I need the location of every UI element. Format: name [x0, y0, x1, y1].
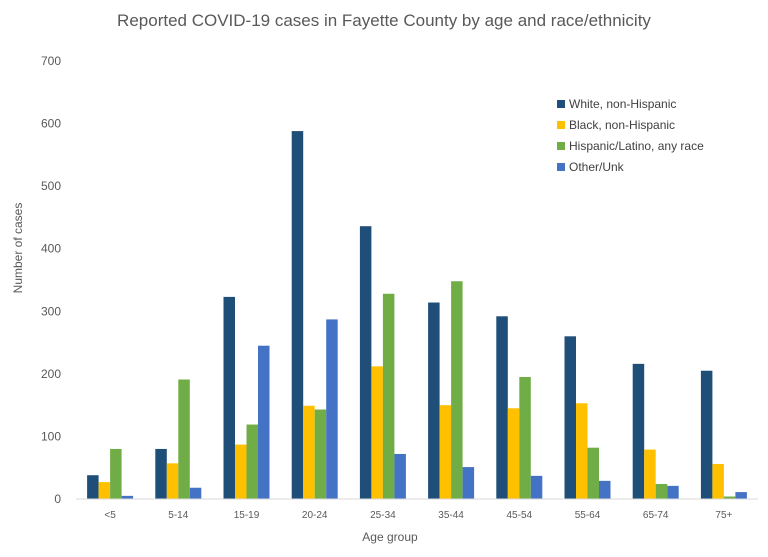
x-tick-label: 65-74 — [643, 510, 669, 521]
bar — [576, 403, 588, 499]
x-axis-title: Age group — [362, 530, 418, 544]
bar — [667, 485, 679, 499]
y-axis-title: Number of cases — [11, 203, 25, 294]
bar — [178, 379, 190, 499]
x-tick-label: 45-54 — [507, 510, 533, 521]
bar — [166, 463, 179, 499]
y-tick-label: 500 — [41, 179, 61, 193]
x-tick-label: 5-14 — [168, 510, 188, 521]
bar — [303, 405, 315, 499]
bar — [564, 336, 576, 499]
bar — [326, 319, 338, 499]
y-tick-label: 600 — [41, 117, 61, 131]
y-axis: 0 100 200 300 400 500 600 700 — [41, 54, 61, 506]
bar — [223, 296, 235, 499]
bar — [507, 408, 520, 499]
x-tick-label: 15-19 — [234, 510, 260, 521]
y-tick-label: 400 — [41, 242, 61, 256]
y-tick-label: 200 — [41, 367, 61, 381]
x-tick-label: 25-34 — [370, 510, 396, 521]
chart-title: Reported COVID-19 cases in Fayette Count… — [117, 11, 651, 30]
bar — [110, 448, 122, 499]
bar — [359, 226, 372, 499]
bar — [599, 480, 611, 499]
x-tick-label: <5 — [104, 510, 116, 521]
plot-area — [87, 131, 747, 499]
bar — [428, 302, 440, 499]
bar — [530, 475, 543, 499]
bar — [87, 475, 99, 499]
bar — [439, 405, 452, 499]
legend-label: Black, non-Hispanic — [569, 118, 675, 132]
x-tick-label: 55-64 — [575, 510, 601, 521]
bar — [462, 467, 475, 499]
bar — [155, 448, 167, 499]
bar — [258, 345, 270, 499]
bar — [700, 370, 713, 499]
bar — [451, 281, 463, 499]
legend-swatch — [557, 100, 565, 108]
y-tick-label: 0 — [54, 492, 61, 506]
bar — [189, 487, 202, 499]
legend-label: Hispanic/Latino, any race — [569, 139, 704, 153]
bar — [382, 293, 395, 499]
x-tick-label: 35-44 — [438, 510, 464, 521]
bar — [246, 424, 258, 499]
bar — [121, 495, 134, 499]
y-tick-label: 100 — [41, 429, 61, 443]
bar — [235, 444, 247, 499]
bar — [723, 496, 736, 499]
bar — [371, 366, 383, 499]
x-axis: <5 5-14 15-19 20-24 25-34 35-44 45-54 55-64 65-7… — [104, 510, 732, 521]
bar — [632, 363, 645, 499]
legend-label: Other/Unk — [569, 160, 625, 174]
x-tick-label: 20-24 — [302, 510, 328, 521]
bar — [394, 453, 406, 499]
legend: White, non-Hispanic Black, non-Hispanic Hi… — [557, 97, 704, 174]
bar — [291, 131, 304, 499]
legend-label: White, non-Hispanic — [569, 97, 676, 111]
bar — [655, 483, 668, 499]
bar — [735, 492, 747, 499]
x-tick-label: 75+ — [715, 510, 732, 521]
bar — [644, 449, 656, 499]
bar — [314, 409, 327, 499]
y-tick-label: 700 — [41, 54, 61, 68]
legend-swatch — [557, 121, 565, 129]
legend-swatch — [557, 163, 565, 171]
legend-swatch — [557, 142, 565, 150]
bar — [587, 447, 599, 499]
bar — [98, 482, 111, 499]
bar — [519, 376, 531, 499]
bar — [712, 463, 724, 499]
bar — [496, 316, 508, 499]
y-tick-label: 300 — [41, 304, 61, 318]
